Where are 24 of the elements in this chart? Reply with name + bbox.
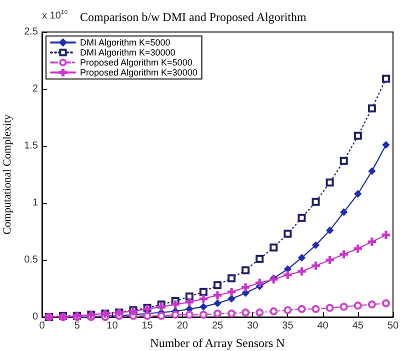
x-tick-label: 20 [176, 320, 188, 332]
y-tick-label: 2.5 [24, 26, 38, 38]
x-tick-label: 50 [387, 320, 399, 332]
y-tick-label: 2 [32, 84, 38, 94]
legend-label: DMI Algorithm K=5000 [80, 38, 170, 48]
x-tick-label: 40 [317, 320, 329, 332]
x-tick-label: 35 [282, 320, 294, 332]
x-tick-label: 25 [212, 320, 224, 332]
x-tick-label: 15 [142, 320, 154, 332]
legend-label: Proposed Algorithm K=30000 [80, 68, 198, 78]
legend-label: DMI Algorithm K=30000 [80, 48, 176, 58]
legend-label: Proposed Algorithm K=5000 [80, 58, 192, 68]
y-tick-label: 0 [32, 312, 38, 322]
y-tick-label: 1.5 [24, 140, 38, 152]
x-tick-label: 0 [39, 320, 46, 332]
y-tick-label: 1 [32, 198, 38, 208]
x-tick-label: 10 [106, 320, 118, 332]
x-tick-label: 45 [352, 320, 364, 332]
chart-title: Comparison b/w DMI and Proposed Algorithm [80, 10, 307, 24]
y-axis-title: Computational Complexity [2, 114, 14, 235]
x-axis-title: Number of Array Sensors N [150, 336, 286, 350]
y-tick-label: 0.5 [24, 254, 38, 266]
x-tick-label: 30 [247, 320, 259, 332]
x-tick-label: 5 [74, 320, 80, 332]
